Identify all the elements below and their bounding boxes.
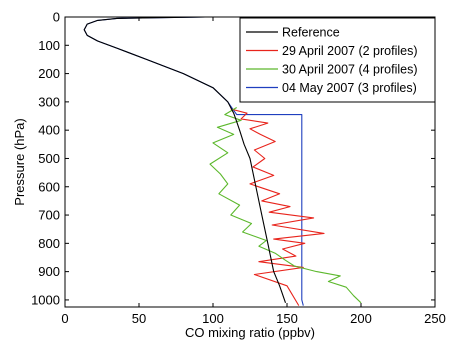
y-tick-label: 300 <box>38 94 60 109</box>
legend: Reference 29 April 2007 (2 profiles) 30 Ap… <box>239 17 436 103</box>
series-lines <box>83 16 362 306</box>
y-tick-label: 900 <box>38 264 60 279</box>
y-tick-label: 0 <box>53 10 60 25</box>
legend-label: 30 April 2007 (4 profiles) <box>282 63 418 77</box>
series-line-0 <box>83 16 287 303</box>
y-tick-label: 600 <box>38 179 60 194</box>
y-tick-label: 100 <box>38 38 60 53</box>
legend-label: 29 April 2007 (2 profiles) <box>282 44 418 58</box>
legend-label: Reference <box>282 26 340 40</box>
y-tick-label: 1000 <box>31 292 60 307</box>
x-tick-label: 150 <box>276 311 298 326</box>
y-axis-label: Pressure (hPa) <box>12 118 27 205</box>
y-tick-label: 200 <box>38 66 60 81</box>
x-tick-label: 50 <box>132 311 146 326</box>
x-tick-label: 100 <box>202 311 224 326</box>
axis-ticks: 0 50 100 150 200 250 0 100 200 300 400 500 600 700 800… <box>31 10 446 327</box>
legend-label: 04 May 2007 (3 profiles) <box>282 81 417 95</box>
x-tick-label: 200 <box>350 311 372 326</box>
series-line-2 <box>209 107 362 304</box>
y-tick-label: 700 <box>38 208 60 223</box>
x-axis-label: CO mixing ratio (ppbv) <box>185 325 315 340</box>
x-tick-label: 250 <box>424 311 446 326</box>
y-tick-label: 500 <box>38 151 60 166</box>
plot-frame <box>64 16 436 308</box>
y-tick-label: 800 <box>38 236 60 251</box>
x-tick-label: 0 <box>61 311 68 326</box>
series-line-1 <box>230 108 325 306</box>
y-tick-label: 400 <box>38 123 60 138</box>
